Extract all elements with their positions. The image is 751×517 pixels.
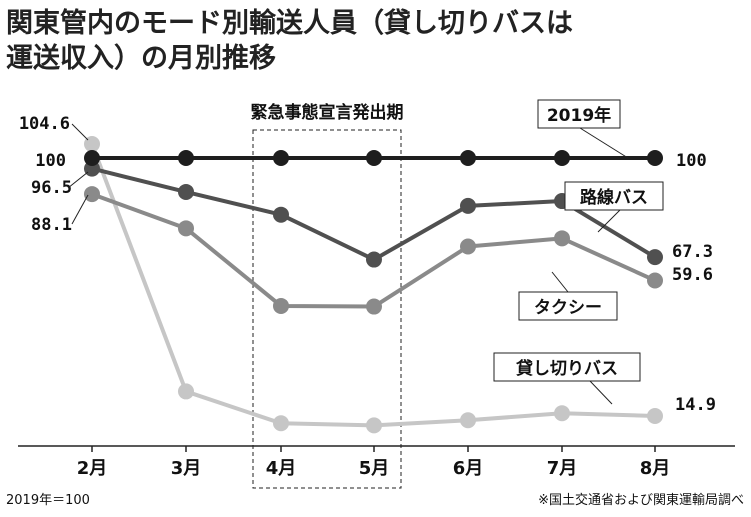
end-value-label: 14.9 [675, 395, 716, 415]
base-note: 2019年＝100 [6, 493, 90, 508]
data-point [178, 220, 194, 237]
emergency-period-box [252, 129, 402, 489]
data-point [273, 297, 289, 314]
chart-title-line-2: 運送収入）の月別推移 [6, 43, 276, 74]
legend-label: 貸し切りバス [515, 358, 618, 379]
data-point [554, 405, 570, 422]
data-point [554, 230, 570, 247]
data-point [273, 415, 289, 432]
x-tick-label: 7月 [547, 458, 578, 479]
data-point [647, 150, 663, 166]
data-point [84, 150, 100, 166]
data-point [84, 136, 100, 153]
data-point [366, 251, 382, 268]
data-point [366, 150, 382, 166]
data-point [460, 238, 476, 255]
data-point [178, 183, 194, 200]
emergency-period-label: 緊急事態宣言発出期 [251, 102, 404, 123]
x-tick-label: 8月 [640, 458, 671, 479]
start-value-label: 100 [35, 151, 66, 171]
start-value-label: 96.5 [31, 178, 72, 198]
legend-box [518, 291, 618, 321]
leader-line [67, 171, 89, 189]
data-point [460, 412, 476, 429]
legend-leader [579, 127, 629, 159]
legend-label: タクシー [534, 298, 602, 318]
x-tick-label: 2月 [77, 458, 108, 479]
legend-label: 2019年 [547, 105, 611, 126]
x-tick-label: 4月 [266, 458, 297, 479]
label-layer: 100 100 96.5 67.3 88.1 59.6 104.6 14.9 2019年路線バス… [19, 99, 716, 415]
data-point [460, 150, 476, 166]
data-point [366, 298, 382, 315]
data-point [554, 150, 570, 166]
series-layer [84, 136, 663, 434]
legend-box [493, 352, 641, 382]
x-tick-label: 6月 [453, 458, 484, 479]
source-note: ※国土交通省および関東運輸局調べ [538, 492, 744, 508]
leader-line [71, 123, 89, 141]
end-value-label: 100 [676, 151, 707, 171]
data-point [366, 417, 382, 434]
data-point [647, 272, 663, 289]
leader-line [71, 194, 89, 225]
data-point [84, 186, 100, 203]
data-point [647, 407, 663, 424]
data-point [647, 249, 663, 266]
x-tick-label: 3月 [171, 458, 202, 479]
legend-box [564, 181, 664, 211]
data-point [460, 197, 476, 214]
x-axis: 2月 3月 4月 5月 6月 7月 8月 [18, 445, 735, 479]
chart-title-line-1: 関東管内のモード別輸送人員（貸し切りバスは [6, 7, 573, 39]
data-point [178, 150, 194, 166]
legend-leader [551, 271, 569, 293]
legend-box [537, 99, 621, 129]
data-point [178, 383, 194, 400]
legend-leader [589, 380, 613, 405]
data-point [273, 206, 289, 223]
start-value-label: 88.1 [31, 215, 72, 235]
start-value-label: 104.6 [19, 114, 70, 134]
legend-leader [597, 209, 621, 233]
legend-label: 路線バス [580, 187, 648, 208]
end-value-label: 67.3 [672, 242, 713, 262]
x-tick-label: 5月 [359, 458, 390, 479]
data-point [273, 150, 289, 166]
end-value-label: 59.6 [672, 265, 713, 285]
